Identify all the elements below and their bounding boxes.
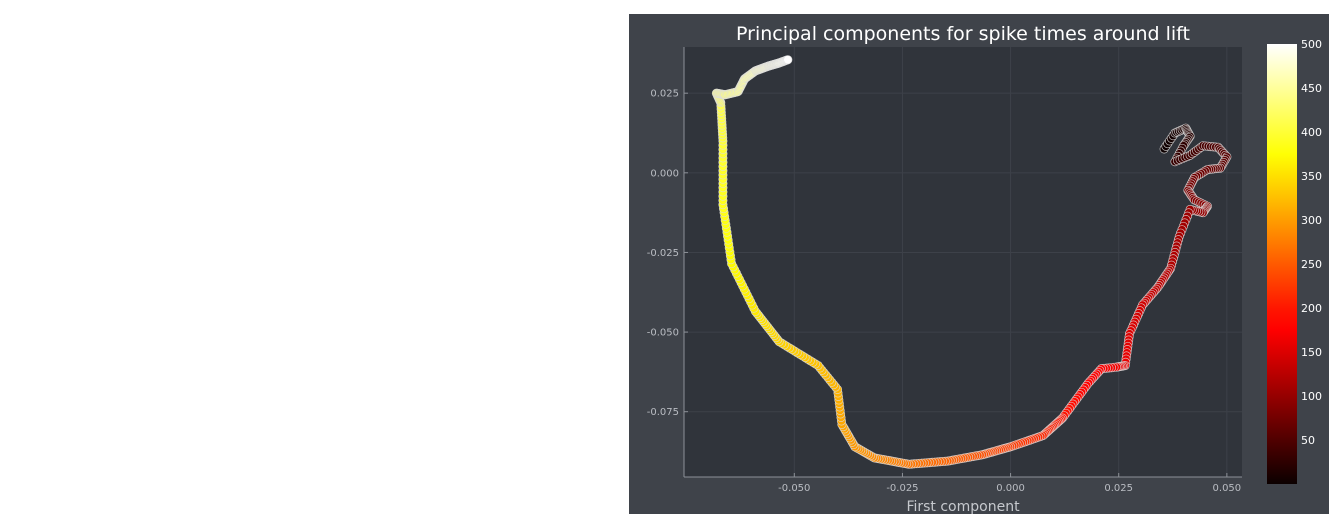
y-tick-label: 0.025 [650, 89, 679, 100]
scatter-points [711, 55, 1232, 469]
colorbar-ticks: 50 100 150 200 250 300 350 400 450 500 [1301, 38, 1322, 447]
colorbar-tick-label: 350 [1301, 170, 1322, 183]
colorbar-tick-label: 100 [1301, 390, 1322, 403]
plot-area [684, 47, 1242, 477]
y-tick-label: -0.025 [647, 248, 679, 259]
x-axis-title: First component [906, 499, 1020, 514]
colorbar-tick-label: 150 [1301, 346, 1322, 359]
x-tick-label: 0.025 [1104, 483, 1133, 494]
tick-labels: -0.050 -0.025 0.000 0.025 0.050 0.025 0.000 -0.… [647, 89, 1241, 494]
x-tick-label: -0.050 [778, 483, 810, 494]
scatter-point [783, 55, 793, 65]
chart-figure: -0.050 -0.025 0.000 0.025 0.050 0.025 0.000 -0.… [629, 14, 1329, 514]
x-tick-label: 0.050 [1213, 483, 1242, 494]
x-tick-label: 0.000 [996, 483, 1025, 494]
colorbar-tick-label: 250 [1301, 258, 1322, 271]
colorbar-tick-label: 500 [1301, 38, 1322, 51]
colorbar-tick-label: 200 [1301, 302, 1322, 315]
y-tick-label: -0.075 [647, 407, 679, 418]
x-tick-label: -0.025 [886, 483, 918, 494]
colorbar-tick-label: 450 [1301, 82, 1322, 95]
chart-svg: -0.050 -0.025 0.000 0.025 0.050 0.025 0.000 -0.… [629, 14, 1329, 514]
colorbar: 50 100 150 200 250 300 350 400 450 500 [1267, 38, 1322, 484]
y-tick-label: -0.050 [647, 328, 679, 339]
colorbar-tick-label: 400 [1301, 126, 1322, 139]
colorbar-scale [1267, 44, 1297, 484]
y-tick-label: 0.000 [650, 168, 679, 179]
axes [683, 47, 1242, 478]
colorbar-tick-label: 50 [1301, 434, 1315, 447]
colorbar-tick-label: 300 [1301, 214, 1322, 227]
chart-title: Principal components for spike times aro… [736, 23, 1190, 45]
